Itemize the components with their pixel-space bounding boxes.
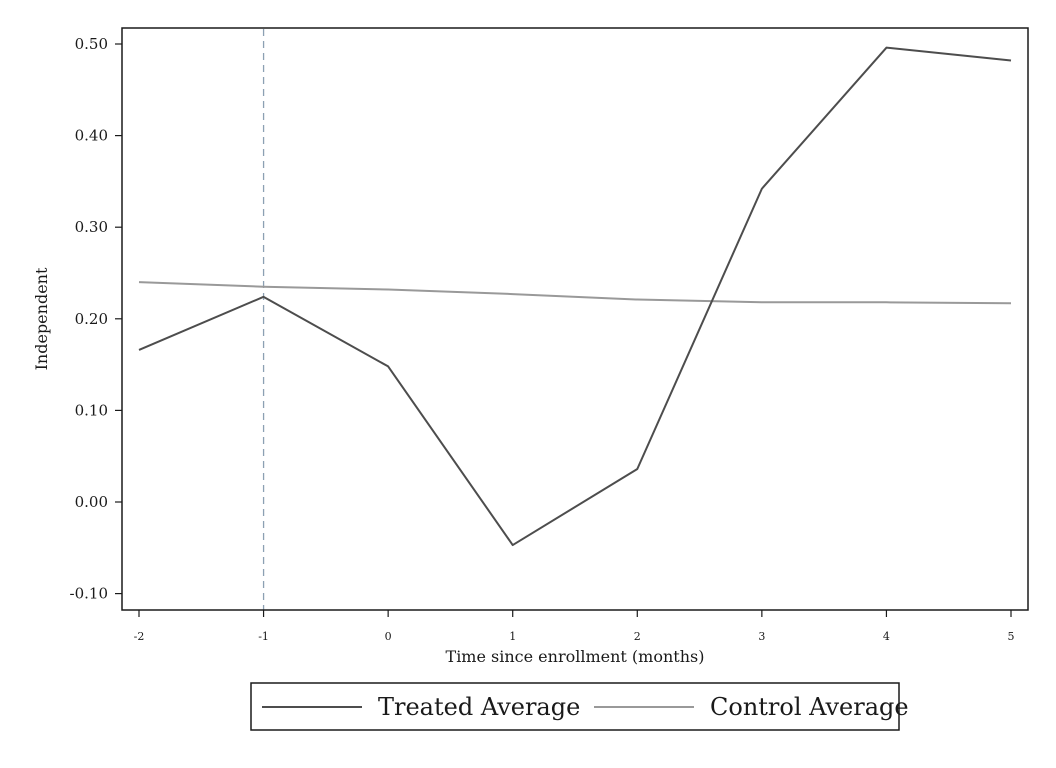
legend-label: Control Average bbox=[710, 693, 909, 721]
x-tick-label: -1 bbox=[258, 630, 269, 643]
x-tick-label: 0 bbox=[385, 630, 392, 643]
axes-layer: -0.10 0.00 0.10 0.20 0.30 0.40 0.50 -2 -1 0 1 2 3 4 5 T… bbox=[32, 27, 1029, 666]
x-tick-label: 2 bbox=[634, 630, 641, 643]
y-tick-label: 0.30 bbox=[75, 218, 108, 236]
plot-frame bbox=[121, 27, 1029, 611]
y-tick-label: 0.10 bbox=[75, 401, 108, 419]
y-tick-label: 0.20 bbox=[75, 310, 108, 328]
series-line-treated bbox=[138, 46, 1012, 547]
legend: Treated Average Control Average bbox=[250, 682, 909, 731]
y-tick-label: 0.50 bbox=[75, 35, 108, 53]
x-tick-label: 3 bbox=[758, 630, 765, 643]
x-tick-label: 4 bbox=[883, 630, 890, 643]
y-tick-label: -0.10 bbox=[70, 585, 108, 603]
legend-box bbox=[250, 682, 900, 731]
x-tick-label: 5 bbox=[1008, 630, 1015, 643]
plot-layer bbox=[138, 29, 1012, 610]
y-tick-label: 0.00 bbox=[75, 493, 108, 511]
x-axis-title: Time since enrollment (months) bbox=[446, 647, 705, 666]
legend-label: Treated Average bbox=[378, 693, 580, 721]
x-tick-label: 1 bbox=[509, 630, 516, 643]
y-tick-label: 0.40 bbox=[75, 127, 108, 145]
series-line-control bbox=[138, 281, 1012, 305]
x-tick-label: -2 bbox=[134, 630, 145, 643]
y-axis-title: Independent bbox=[32, 267, 51, 370]
